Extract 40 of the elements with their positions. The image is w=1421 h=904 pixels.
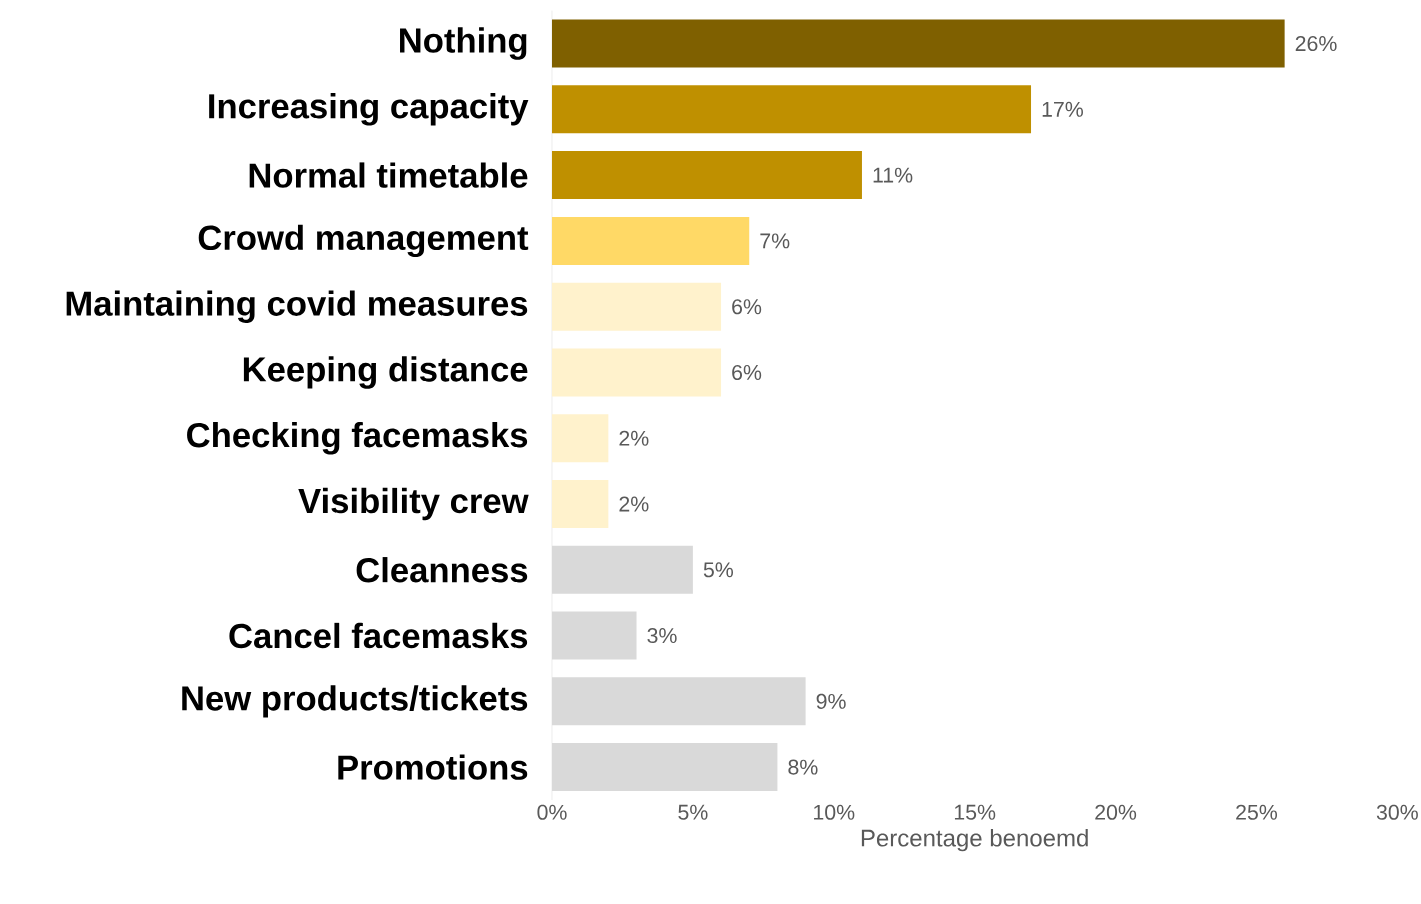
data-label: 8% xyxy=(788,759,818,775)
y-tick-label: Visibility crew xyxy=(298,487,529,521)
y-tick-label: Maintaining covid measures xyxy=(66,290,528,323)
data-label: 2% xyxy=(619,496,649,512)
bar xyxy=(552,348,722,397)
y-tick-label: Keeping distance xyxy=(243,356,528,389)
bar xyxy=(552,216,750,265)
data-label: 3% xyxy=(647,628,677,644)
data-label: 7% xyxy=(760,233,790,249)
bar xyxy=(552,85,1032,134)
y-tick-label: New products/tickets xyxy=(182,685,528,718)
x-tick-label: 25% xyxy=(1236,804,1278,820)
data-label: 9% xyxy=(816,693,846,709)
data-label: 17% xyxy=(1042,101,1084,117)
x-axis-title: Percentage benoemd xyxy=(861,828,1088,852)
bar xyxy=(552,282,722,331)
y-tick-label: Crowd management xyxy=(198,224,529,258)
x-tick-label: 5% xyxy=(678,804,708,820)
y-tick-label: Increasing capacity xyxy=(209,93,529,126)
data-label: 6% xyxy=(732,299,762,315)
data-label: 2% xyxy=(619,430,649,446)
bar xyxy=(552,19,1285,68)
y-tick-label: Nothing xyxy=(400,27,527,60)
bar xyxy=(552,151,862,200)
data-label: 11% xyxy=(873,167,913,183)
y-tick-label: Cleanness xyxy=(356,557,528,583)
y-tick-label: Normal timetable xyxy=(249,162,528,188)
y-tick-label: Checking facemasks xyxy=(187,422,528,455)
x-tick-label: 0% xyxy=(537,804,567,820)
x-tick-label: 30% xyxy=(1376,804,1418,820)
data-label: 5% xyxy=(703,562,734,578)
x-tick-label: 10% xyxy=(814,804,855,820)
x-tick-label: 20% xyxy=(1095,804,1137,820)
y-tick-label: Cancel facemasks xyxy=(229,622,528,649)
bar xyxy=(552,414,609,463)
x-tick-label: 15% xyxy=(954,804,996,820)
data-label: 26% xyxy=(1295,36,1337,52)
bar xyxy=(552,480,609,529)
y-tick-label: Promotions xyxy=(338,754,528,780)
data-label: 6% xyxy=(732,364,762,381)
